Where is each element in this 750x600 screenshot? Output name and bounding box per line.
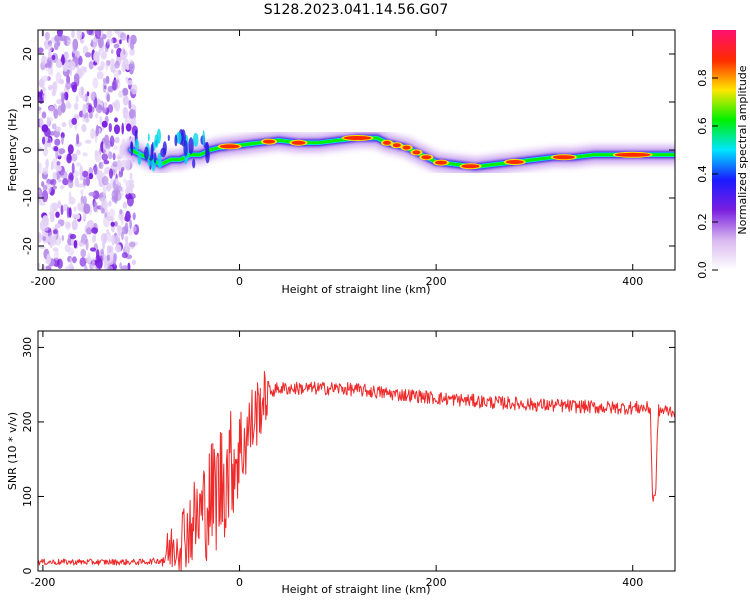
colorbar-tick-label: 0.4	[696, 165, 709, 183]
spectrogram-noise	[38, 30, 140, 270]
spectrogram-y-tick-label: -10	[21, 189, 34, 207]
snr-y-tick-label: 200	[21, 411, 34, 432]
spectrogram-y-label: Frequency (Hz)	[6, 109, 19, 192]
snr-x-tick-label: -200	[30, 576, 55, 589]
spectrogram-x-tick-label: 200	[426, 275, 447, 288]
colorbar: 0.0 0.2 0.4 0.6 0.8 Normalized spectral ampl…	[696, 30, 749, 279]
snr-frame	[37, 330, 676, 572]
snr-series-line	[38, 371, 675, 571]
snr-x-tick-label: 200	[426, 576, 447, 589]
spectrogram-ticks: -200 0 200 400 -20 -10 0 10 20	[21, 30, 675, 288]
spectrogram-y-tick-label: 0	[21, 147, 34, 154]
colorbar-bar	[712, 30, 736, 270]
colorbar-label: Normalized spectral amplitude	[736, 65, 749, 234]
spectrogram-y-tick-label: -20	[21, 237, 34, 255]
colorbar-ticks: 0.0 0.2 0.4 0.6 0.8	[696, 69, 718, 279]
spectrogram-x-label: Height of straight line (km)	[281, 283, 430, 296]
spectrogram-x-tick-label: 400	[622, 275, 643, 288]
snr-y-label: SNR (10 * v/v)	[6, 412, 19, 490]
snr-y-tick-label: 0	[21, 568, 34, 575]
spectrogram-panel: -200 0 200 400 -20 -10 0 10 20 Height of straigh…	[6, 29, 676, 296]
spectrogram-x-tick-label: -200	[30, 275, 55, 288]
snr-x-tick-label: 400	[622, 576, 643, 589]
figure-title: S128.2023.041.14.56.G07	[264, 2, 449, 18]
snr-x-tick-label: 0	[236, 576, 243, 589]
snr-x-label: Height of straight line (km)	[281, 583, 430, 596]
spectrogram-y-tick-label: 20	[21, 47, 34, 61]
spectrogram-plot-area	[38, 30, 675, 270]
spectrogram-ridge	[120, 127, 675, 178]
spectrogram-y-tick-label: 10	[21, 95, 34, 109]
spectrogram-x-tick-label: 0	[236, 275, 243, 288]
colorbar-tick-label: 0.6	[696, 117, 709, 135]
colorbar-tick-label: 0.0	[696, 261, 709, 279]
snr-y-tick-label: 300	[21, 337, 34, 358]
colorbar-tick-label: 0.8	[696, 69, 709, 87]
colorbar-tick-label: 0.2	[696, 213, 709, 231]
snr-y-tick-label: 100	[21, 486, 34, 507]
